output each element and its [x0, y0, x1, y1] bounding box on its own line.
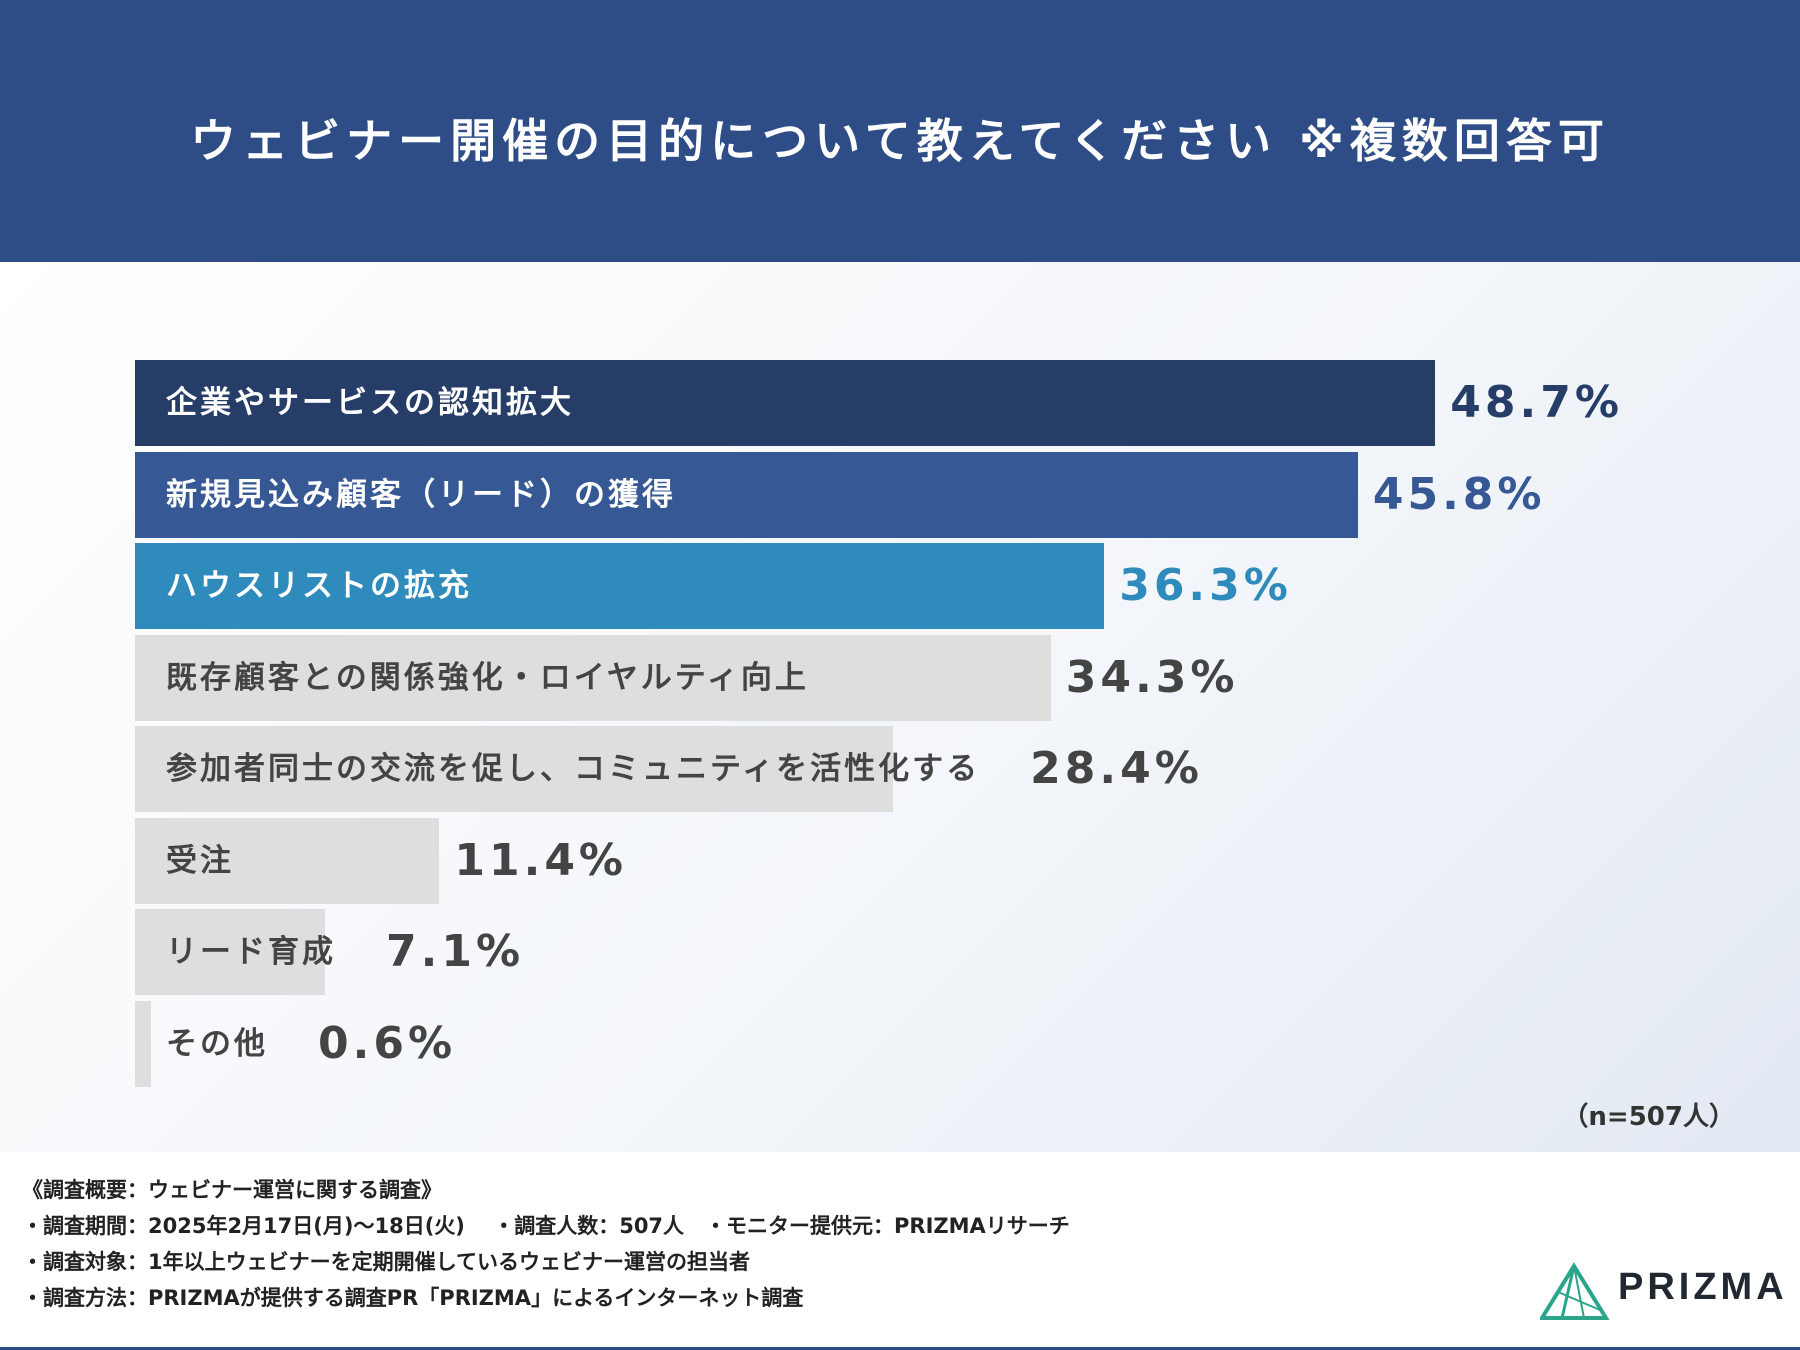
bar-2 — [135, 451, 1358, 538]
survey-method: ・調査方法：PRIZMAが提供する調査PR「PRIZMA」によるインターネット調… — [22, 1286, 804, 1310]
bar-label-8: その他 — [166, 1025, 268, 1062]
bar-label-4: 既存顧客との関係強化・ロイヤルティ向上 — [166, 659, 809, 696]
chart-title: ウェビナー開催の目的について教えてください ※複数回答可 — [190, 114, 1610, 168]
bar-label-2: 新規見込み顧客（リード）の獲得 — [166, 476, 676, 513]
survey-heading: 《調査概要：ウェビナー運営に関する調査》 — [22, 1178, 442, 1202]
bar-value-7: 7.1% — [386, 926, 525, 977]
bar-label-6: 受注 — [166, 842, 234, 879]
footer-divider — [0, 1347, 1800, 1350]
bar-label-3: ハウスリストの拡充 — [166, 568, 472, 604]
bar-value-3: 36.3% — [1119, 560, 1292, 611]
survey-period: ・調査期間：2025年2月17日(月)〜18日(火) ・調査人数：507人 ・モ… — [22, 1214, 1070, 1238]
bar-value-8: 0.6% — [318, 1017, 457, 1069]
survey-footer: 《調査概要：ウェビナー運営に関する調査》 ・調査期間：2025年2月17日(月)… — [0, 1152, 1800, 1350]
bar-8 — [135, 1000, 152, 1087]
bar-label-5: 参加者同士の交流を促し、コミュニティを活性化する — [166, 751, 981, 787]
bar-value-6: 11.4% — [454, 834, 628, 886]
bar-value-2: 45.8% — [1372, 468, 1546, 520]
bar-6 — [135, 817, 440, 904]
bar-label-1: 企業やサービスの認知拡大 — [166, 385, 574, 421]
bar-4 — [135, 634, 1051, 721]
bar-value-4: 34.3% — [1065, 651, 1239, 703]
bar-label-7: リード育成 — [166, 934, 336, 970]
bar-7 — [135, 909, 325, 995]
prizma-logo: PRIZMA — [1538, 1262, 1784, 1322]
prizma-logo-text: PRIZMA — [1618, 1266, 1788, 1308]
bar-1 — [135, 360, 1436, 446]
header-banner: ウェビナー開催の目的について教えてください ※複数回答可 — [0, 0, 1800, 262]
prizma-logo-icon — [1538, 1262, 1610, 1320]
survey-target: ・調査対象：1年以上ウェビナーを定期開催しているウェビナー運営の担当者 — [22, 1250, 750, 1274]
bar-5 — [135, 726, 894, 812]
bar-value-5: 28.4% — [1030, 743, 1203, 794]
bar-value-1: 48.7% — [1450, 377, 1623, 428]
sample-size-note: （n=507人） — [1562, 1102, 1735, 1132]
bar-3 — [135, 543, 1105, 629]
